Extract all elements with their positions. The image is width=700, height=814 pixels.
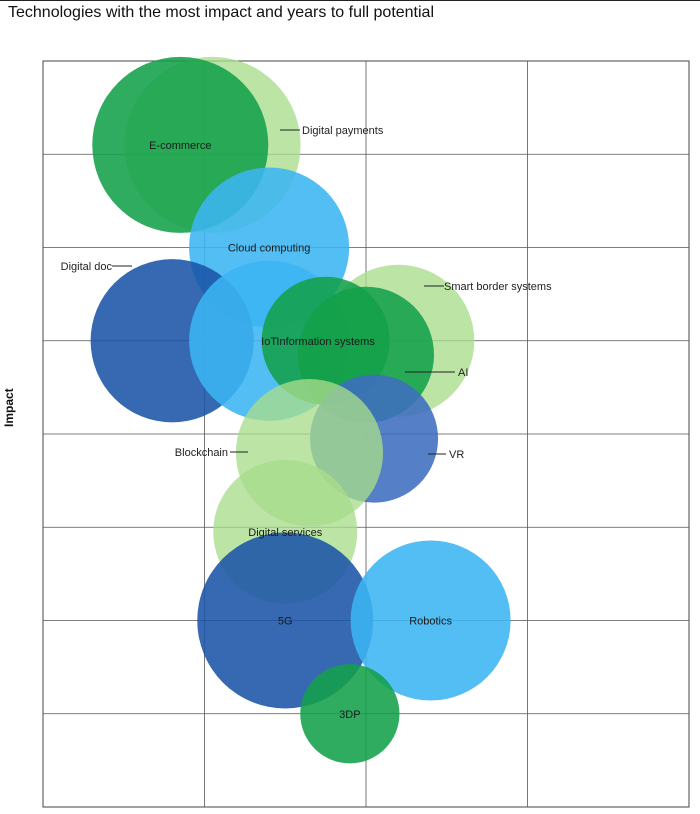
label-digital-payments: Digital payments [302, 125, 384, 137]
label-digital-doc: Digital doc [61, 261, 113, 273]
bubble-robotics [350, 540, 511, 701]
top-rule [0, 0, 700, 1]
label-vr: VR [449, 449, 464, 461]
bubble-labels: Digital payments E-commerce Cloud computin… [61, 125, 552, 721]
label-smart-border-systems: Smart border systems [444, 281, 552, 293]
label-blockchain: Blockchain [175, 447, 228, 459]
bubbles [90, 56, 511, 764]
bubble-5g [197, 532, 374, 709]
chart-title: Technologies with the most impact and ye… [8, 4, 435, 21]
bubble-3dp [300, 664, 400, 764]
label-robotics: Robotics [409, 616, 452, 628]
label-3dp: 3DP [339, 709, 360, 721]
label-information-systems: Information systems [276, 336, 375, 348]
label-ai: AI [458, 367, 468, 379]
bubble-information-systems [261, 276, 390, 405]
label-digital-services: Digital services [248, 527, 322, 539]
label-cloud-computing: Cloud computing [228, 243, 311, 255]
label-5g: 5G [278, 616, 293, 628]
label-iot: IoT [261, 336, 277, 348]
label-e-commerce: E-commerce [149, 140, 211, 152]
